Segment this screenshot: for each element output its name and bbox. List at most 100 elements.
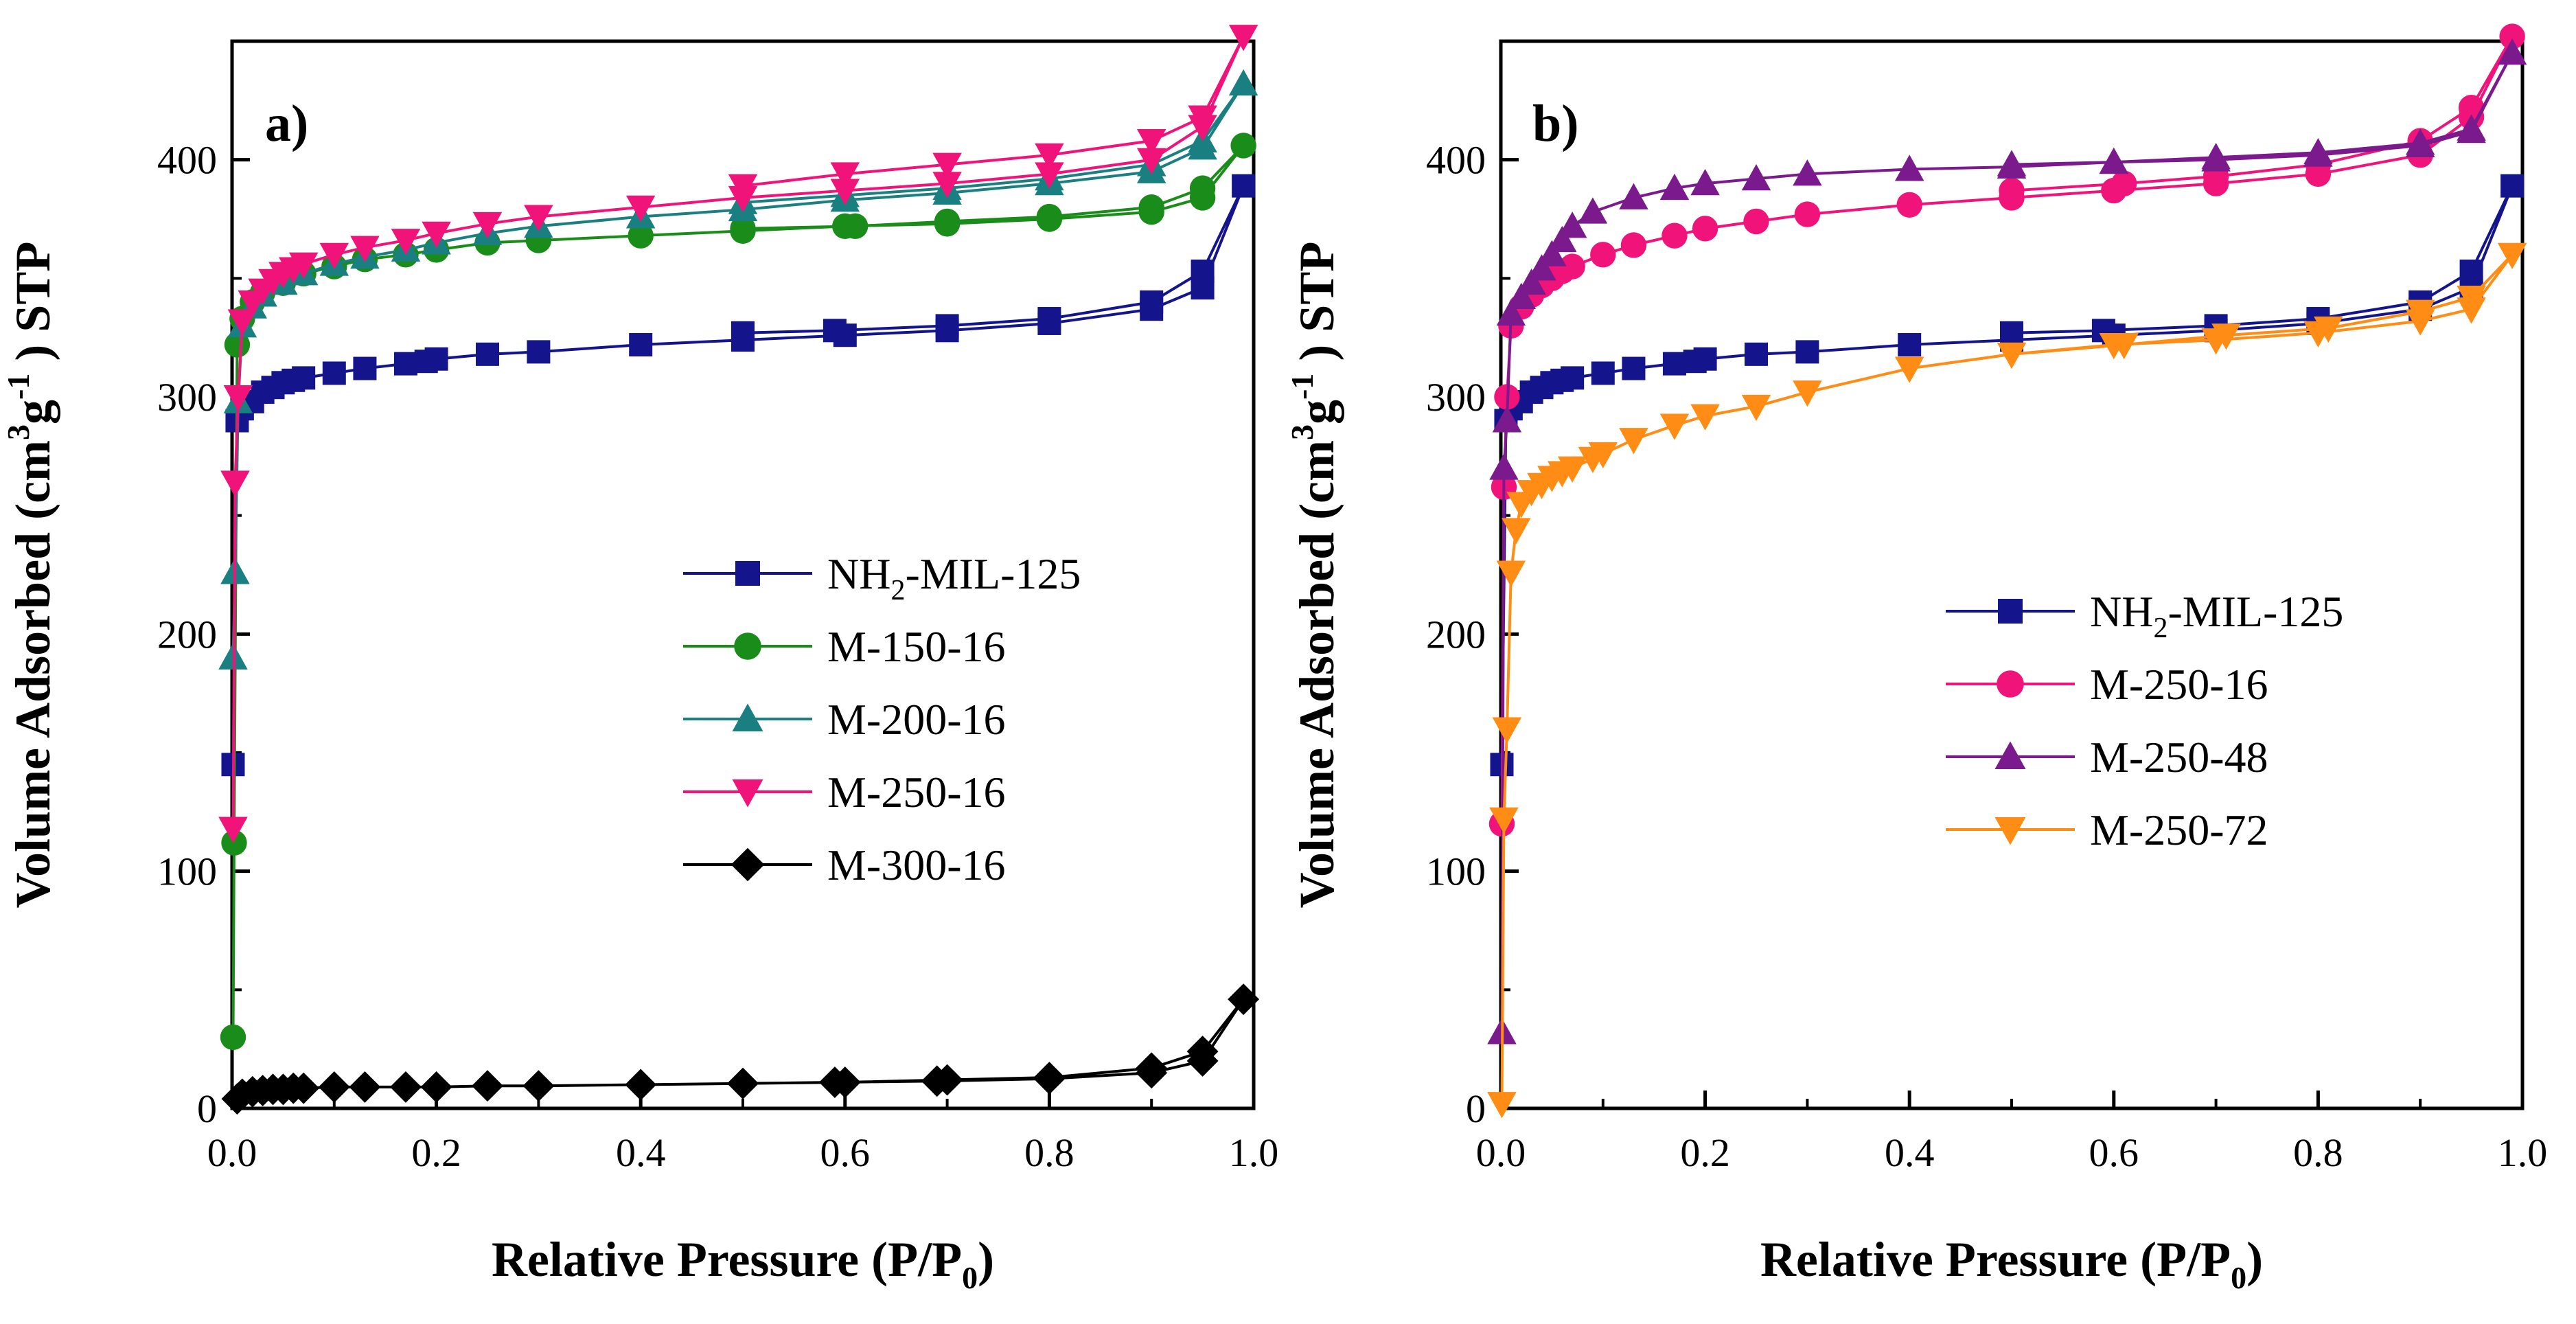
data-point — [292, 366, 316, 390]
data-point — [1548, 225, 1577, 253]
data-point — [1506, 282, 1537, 309]
legend-marker — [734, 632, 761, 660]
data-point — [1189, 175, 1216, 201]
data-point — [1795, 340, 1819, 364]
data-point — [625, 1069, 657, 1101]
legend-marker — [731, 847, 765, 882]
data-point — [1136, 129, 1166, 156]
data-point — [1036, 203, 1063, 230]
data-point — [1793, 380, 1822, 407]
data-point — [1997, 342, 2027, 369]
data-point — [628, 222, 654, 249]
data-point — [1659, 413, 1690, 440]
data-point — [830, 162, 860, 189]
data-point — [2497, 38, 2527, 65]
data-point — [2457, 114, 2486, 141]
data-point — [1489, 807, 1519, 834]
data-point — [934, 208, 961, 235]
x-tick-label: 1.0 — [2498, 1130, 2548, 1175]
data-point — [1496, 560, 1526, 587]
y-tick-label: 200 — [157, 612, 217, 657]
data-point — [2458, 94, 2485, 121]
data-point — [350, 236, 380, 262]
data-point — [319, 242, 349, 270]
series-m-250-48 — [1487, 38, 2527, 1045]
legend-label: M-250-72 — [2090, 806, 2268, 854]
y-tick-label: 0 — [197, 1086, 217, 1131]
data-point — [1140, 290, 1164, 314]
data-point — [829, 1066, 861, 1098]
data-point — [1620, 232, 1647, 258]
data-point — [220, 470, 250, 497]
data-point — [1692, 216, 1718, 242]
x-tick-label: 0.8 — [2293, 1130, 2343, 1175]
data-point — [1035, 143, 1064, 170]
data-point — [727, 1067, 759, 1099]
data-point — [2459, 259, 2483, 283]
data-point — [629, 333, 653, 357]
data-point — [1188, 105, 1217, 132]
y-tick-label: 400 — [1426, 138, 1486, 183]
data-point — [322, 361, 346, 385]
data-point — [1557, 212, 1587, 238]
data-point — [1496, 299, 1526, 326]
data-point — [227, 309, 257, 336]
data-point — [349, 1071, 381, 1103]
x-tick-label: 0.2 — [411, 1130, 461, 1175]
data-point — [1619, 428, 1648, 455]
data-point — [1035, 162, 1064, 189]
legend-marker — [732, 779, 763, 808]
x-tick-label: 0.8 — [1024, 1130, 1074, 1175]
data-point — [1537, 240, 1567, 266]
data-point — [935, 314, 959, 338]
legend-marker — [1994, 817, 2026, 845]
data-point — [1228, 69, 1258, 96]
x-tick-label: 0.6 — [2089, 1130, 2139, 1175]
data-point — [1502, 518, 1531, 545]
data-point — [472, 1070, 503, 1102]
data-point — [391, 229, 421, 255]
data-point — [288, 1072, 320, 1104]
legend-marker — [735, 561, 760, 586]
data-point — [1037, 307, 1061, 331]
legend-label: M-250-16 — [827, 768, 1006, 817]
data-point — [931, 1064, 963, 1096]
legend-label: NH2-MIL-125 — [827, 549, 1081, 606]
data-point — [1191, 259, 1215, 283]
data-point — [1794, 201, 1821, 227]
data-point — [1896, 192, 1922, 218]
y-axis-title: Volume Adsorbed (cm3g-1 ) STP — [1, 242, 60, 909]
data-point — [1136, 1052, 1168, 1084]
data-point — [1898, 333, 1922, 357]
data-point — [1138, 194, 1164, 220]
data-point — [1997, 150, 2027, 176]
data-point — [393, 352, 417, 376]
panel-b: 0.0 0.2 0.4 0.6 0.8 1.0 0 100 200 300 400 Relative … — [1285, 23, 2547, 1295]
series-line — [231, 144, 1245, 1038]
data-point — [932, 172, 962, 198]
data-point — [2099, 147, 2129, 174]
data-point — [1487, 1092, 1517, 1119]
y-tick-label: 200 — [1426, 612, 1486, 657]
legend-a: NH2-MIL-125 M-150-16 M-200-16 M-250-16 M-300… — [683, 549, 1081, 889]
y-axis-title: Volume Adsorbed (cm3g-1 ) STP — [1285, 242, 1344, 909]
data-point — [1590, 242, 1616, 268]
data-point — [1693, 347, 1717, 371]
data-point — [1517, 268, 1546, 295]
data-point — [1793, 159, 1822, 186]
x-tick-label: 0.4 — [1885, 1130, 1935, 1175]
data-point — [221, 830, 247, 856]
data-point — [527, 340, 551, 364]
data-point — [1232, 174, 1256, 198]
data-point — [424, 347, 448, 371]
panel-label-a: a) — [265, 95, 308, 152]
data-point — [2500, 174, 2525, 198]
data-point — [2111, 170, 2137, 196]
panel-a: 0.0 0.2 0.4 0.6 0.8 1.0 0 100 200 300 400 Relative … — [1, 25, 1278, 1295]
data-point — [1033, 1062, 1066, 1094]
data-point — [2405, 299, 2435, 326]
data-point — [1136, 148, 1166, 174]
data-point — [390, 1071, 422, 1103]
data-point — [2499, 23, 2525, 49]
